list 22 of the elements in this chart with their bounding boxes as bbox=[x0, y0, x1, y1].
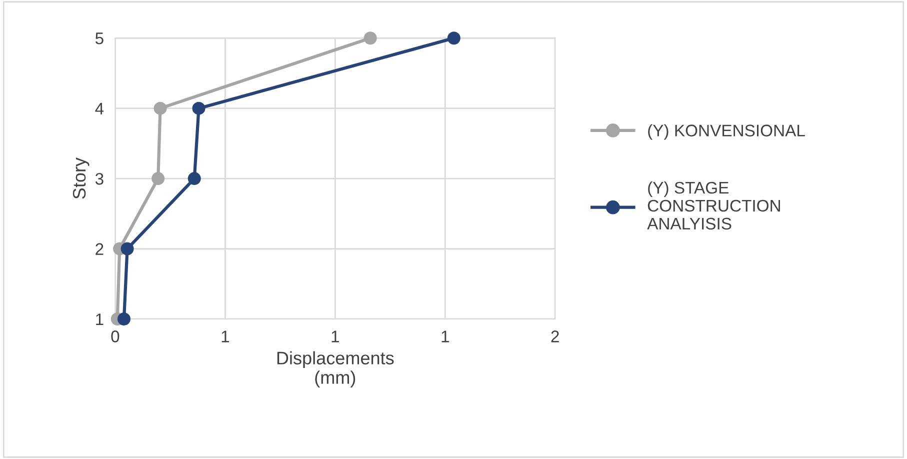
x-tick-label: 0 bbox=[111, 330, 120, 342]
x-tick-label: 2 bbox=[551, 330, 559, 342]
point bbox=[154, 102, 167, 115]
point bbox=[192, 102, 206, 115]
y-tick-label: 1 bbox=[96, 314, 104, 326]
x-tick-label: 1 bbox=[442, 330, 449, 342]
y-tick-label: 2 bbox=[96, 243, 104, 255]
x-axis-title: Displacements (mm) bbox=[277, 351, 394, 388]
legend-label: (Y) STAGE CONSTRUCTION ANALYISIS bbox=[647, 181, 780, 230]
point bbox=[447, 32, 460, 45]
point bbox=[152, 172, 165, 186]
x-tick-label: 1 bbox=[222, 330, 229, 342]
y-axis-title: Story bbox=[72, 158, 90, 199]
point bbox=[188, 172, 201, 186]
x-tick-label: 1 bbox=[332, 330, 339, 342]
y-tick-label: 4 bbox=[95, 102, 104, 114]
y-tick-label: 5 bbox=[95, 32, 104, 44]
point bbox=[117, 312, 130, 326]
y-tick-label: 3 bbox=[95, 172, 104, 185]
point bbox=[120, 242, 134, 256]
point bbox=[364, 32, 377, 45]
legend-label: (Y) KONVENSIONAL bbox=[648, 124, 805, 140]
